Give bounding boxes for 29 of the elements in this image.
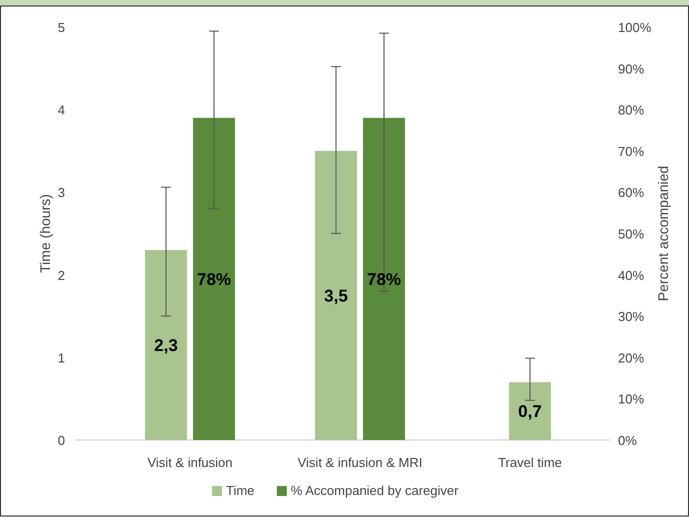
y2-tick-label: 30%	[618, 309, 644, 324]
legend-label: Time	[226, 483, 254, 498]
y2-tick-label: 50%	[618, 226, 644, 242]
data-label: 78%	[366, 270, 402, 289]
x-tick-label: Visit & infusion & MRI	[298, 455, 422, 470]
y2-tick-label: 0%	[618, 433, 638, 448]
y-tick-label: 0	[58, 433, 65, 448]
legend-label: % Accompanied by caregiver	[290, 483, 460, 498]
y2-tick-label: 70%	[618, 144, 644, 159]
y-tick-label: 3	[58, 185, 65, 200]
y2-tick-label: 10%	[618, 392, 644, 407]
y2-tick-label: 60%	[618, 185, 644, 200]
x-tick-label: Travel time	[498, 455, 562, 470]
y-tick-label: 4	[58, 102, 65, 118]
y-tick-label: 2	[58, 268, 65, 283]
data-label: 0,7	[518, 402, 542, 422]
y-tick-label: 1	[58, 350, 65, 366]
y2-tick-label: 20%	[618, 350, 644, 366]
y2-tick-label: 100%	[618, 20, 652, 35]
y2-axis-title: Percent accompanied	[655, 166, 671, 302]
y2-tick-label: 90%	[618, 61, 644, 76]
y-axis-title: Time (hours)	[37, 194, 53, 273]
y2-tick-label: 40%	[618, 268, 644, 283]
y2-tick-label: 80%	[618, 102, 644, 118]
y-tick-label: 5	[58, 20, 65, 35]
x-tick-label: Visit & infusion	[147, 455, 233, 470]
data-label: 78%	[196, 270, 232, 289]
data-label: 3,5	[324, 286, 348, 306]
data-label: 2,3	[154, 336, 178, 356]
